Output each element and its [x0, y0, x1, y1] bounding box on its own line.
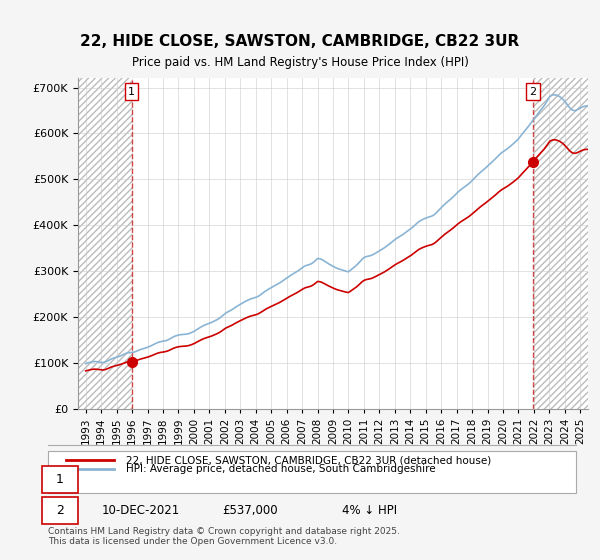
22, HIDE CLOSE, SAWSTON, CAMBRIDGE, CB22 3UR (detached house): [550, 137, 557, 143]
Text: 1: 1: [56, 473, 64, 486]
Bar: [533, 78, 588, 409]
22, HIDE CLOSE, SAWSTON, CAMBRIDGE, CB22 3UR (detached house): [380, 269, 388, 276]
HPI: Average price, detached house, South Cambridgeshire: (2.02e+03, 4.93e+05): Average price, detached house, South Cam…: [466, 179, 473, 186]
HPI: Average price, detached house, South Cambridgeshire: (1.99e+03, 9.85e+04): Average price, detached house, South Cam…: [82, 360, 89, 367]
Text: Price paid vs. HM Land Registry's House Price Index (HPI): Price paid vs. HM Land Registry's House …: [131, 56, 469, 69]
HPI: Average price, detached house, South Cambridgeshire: (2.02e+03, 6.84e+05): Average price, detached house, South Cam…: [550, 91, 557, 98]
22, HIDE CLOSE, SAWSTON, CAMBRIDGE, CB22 3UR (detached house): [172, 344, 179, 351]
Text: 10-DEC-2021: 10-DEC-2021: [102, 503, 180, 517]
HPI: Average price, detached house, South Cambridgeshire: (2.01e+03, 3.27e+05): Average price, detached house, South Cam…: [359, 255, 367, 262]
22, HIDE CLOSE, SAWSTON, CAMBRIDGE, CB22 3UR (detached house): [359, 278, 367, 284]
Text: HPI: Average price, detached house, South Cambridgeshire: HPI: Average price, detached house, Sout…: [126, 464, 436, 474]
22, HIDE CLOSE, SAWSTON, CAMBRIDGE, CB22 3UR (detached house): [306, 283, 313, 290]
Text: £537,000: £537,000: [222, 503, 278, 517]
Text: 22, HIDE CLOSE, SAWSTON, CAMBRIDGE, CB22 3UR (detached house): 22, HIDE CLOSE, SAWSTON, CAMBRIDGE, CB22…: [126, 455, 491, 465]
22, HIDE CLOSE, SAWSTON, CAMBRIDGE, CB22 3UR (detached house): [455, 221, 462, 227]
Line: 22, HIDE CLOSE, SAWSTON, CAMBRIDGE, CB22 3UR (detached house): 22, HIDE CLOSE, SAWSTON, CAMBRIDGE, CB22…: [86, 140, 588, 371]
HPI: Average price, detached house, South Cambridgeshire: (2e+03, 1.59e+05): Average price, detached house, South Cam…: [172, 333, 179, 339]
22, HIDE CLOSE, SAWSTON, CAMBRIDGE, CB22 3UR (detached house): [584, 146, 592, 153]
HPI: Average price, detached house, South Cambridgeshire: (2.03e+03, 6.6e+05): Average price, detached house, South Cam…: [584, 102, 592, 109]
HPI: Average price, detached house, South Cambridgeshire: (2.01e+03, 3.15e+05): Average price, detached house, South Cam…: [306, 261, 313, 268]
Text: 2: 2: [529, 87, 536, 97]
Line: HPI: Average price, detached house, South Cambridgeshire: HPI: Average price, detached house, Sout…: [86, 95, 588, 363]
Text: 4% ↓ HPI: 4% ↓ HPI: [342, 473, 397, 486]
HPI: Average price, detached house, South Cambridgeshire: (2.01e+03, 3.5e+05): Average price, detached house, South Cam…: [380, 245, 388, 251]
Bar: [78, 78, 131, 409]
Text: 22, HIDE CLOSE, SAWSTON, CAMBRIDGE, CB22 3UR: 22, HIDE CLOSE, SAWSTON, CAMBRIDGE, CB22…: [80, 34, 520, 49]
Text: £102,995: £102,995: [222, 473, 278, 486]
Text: 4% ↓ HPI: 4% ↓ HPI: [342, 503, 397, 517]
22, HIDE CLOSE, SAWSTON, CAMBRIDGE, CB22 3UR (detached house): [466, 212, 473, 219]
22, HIDE CLOSE, SAWSTON, CAMBRIDGE, CB22 3UR (detached house): [82, 367, 89, 374]
Text: 20-DEC-1995: 20-DEC-1995: [102, 473, 180, 486]
Text: 2: 2: [56, 503, 64, 517]
Text: 1: 1: [128, 87, 135, 97]
Text: Contains HM Land Registry data © Crown copyright and database right 2025.
This d: Contains HM Land Registry data © Crown c…: [48, 526, 400, 546]
HPI: Average price, detached house, South Cambridgeshire: (2.02e+03, 4.73e+05): Average price, detached house, South Cam…: [455, 189, 462, 195]
